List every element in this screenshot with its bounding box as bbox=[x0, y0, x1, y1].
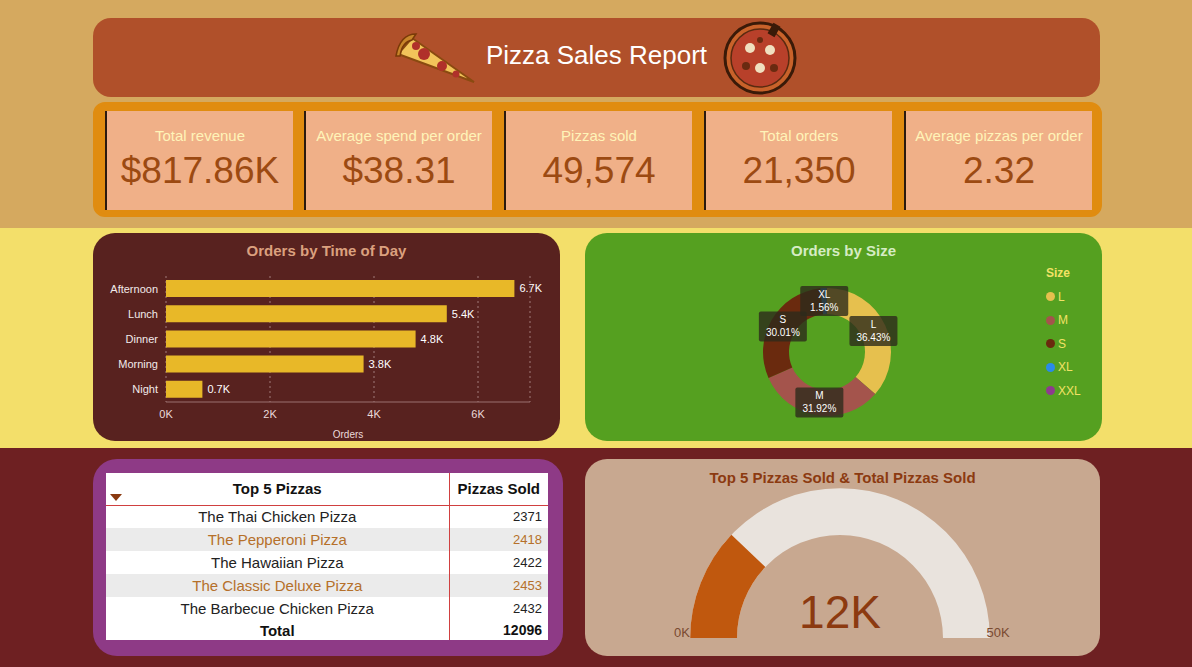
svg-text:30.01%: 30.01% bbox=[766, 327, 800, 338]
html-text:49,574: 49,574 bbox=[542, 150, 656, 191]
html-text:2371: 2371 bbox=[513, 509, 542, 525]
html-text:L: L bbox=[1058, 289, 1065, 304]
html-text:The Hawaiian Pizza: The Hawaiian Pizza bbox=[211, 554, 344, 571]
html-text:2.32: 2.32 bbox=[963, 150, 1035, 191]
html-text:2432: 2432 bbox=[513, 601, 542, 616]
svg-text:36.43%: 36.43% bbox=[856, 332, 890, 343]
html-text:Average spend per order: Average spend per order bbox=[316, 127, 482, 144]
svg-text:Afternoon: Afternoon bbox=[110, 283, 158, 295]
html-text:The Classic Deluxe Pizza: The Classic Deluxe Pizza bbox=[192, 577, 363, 594]
html-text:21,350: 21,350 bbox=[742, 150, 856, 191]
html-text:Pizzas Sold: Pizzas Sold bbox=[457, 480, 540, 498]
html-text:The Barbecue Chicken Pizza: The Barbecue Chicken Pizza bbox=[180, 600, 374, 617]
svg-text:0K: 0K bbox=[159, 408, 173, 420]
svg-text:50K: 50K bbox=[986, 625, 1009, 640]
html-text:The Pepperoni Pizza: The Pepperoni Pizza bbox=[207, 531, 347, 548]
html-text:Total orders: Total orders bbox=[759, 127, 839, 144]
html-text:Total revenue: Total revenue bbox=[155, 127, 245, 144]
html-text:2422: 2422 bbox=[513, 555, 542, 570]
html-text:Pizzas sold: Pizzas sold bbox=[561, 127, 637, 144]
svg-text:0.7K: 0.7K bbox=[207, 383, 230, 395]
html-text:Top 5 Pizzas: Top 5 Pizzas bbox=[232, 480, 322, 498]
html-text:12096: 12096 bbox=[503, 622, 542, 638]
html-text:Orders by Time of Day: Orders by Time of Day bbox=[246, 242, 407, 259]
svg-text:3.8K: 3.8K bbox=[369, 358, 392, 370]
svg-text:6K: 6K bbox=[471, 408, 485, 420]
html-text:2453: 2453 bbox=[513, 578, 542, 593]
svg-text:12K: 12K bbox=[799, 586, 881, 638]
html-text:M: M bbox=[1058, 313, 1068, 328]
svg-text:Night: Night bbox=[132, 383, 158, 395]
html-text:The Thai Chicken Pizza: The Thai Chicken Pizza bbox=[198, 508, 357, 526]
svg-text:XL: XL bbox=[818, 289, 831, 300]
svg-text:L: L bbox=[871, 319, 877, 330]
html-text:Orders by Size: Orders by Size bbox=[791, 242, 896, 259]
svg-text:S: S bbox=[780, 314, 787, 325]
html-text:Total: Total bbox=[259, 621, 295, 639]
html-text:Average pizzas per order: Average pizzas per order bbox=[915, 127, 1083, 144]
svg-text:5.4K: 5.4K bbox=[452, 308, 475, 320]
html-text:Pizza Sales Report: Pizza Sales Report bbox=[485, 40, 707, 70]
html-text:XXL: XXL bbox=[1058, 383, 1081, 398]
html-text:Size: Size bbox=[1046, 266, 1070, 280]
html-text:Top 5 Pizzas Sold & Total Pizz: Top 5 Pizzas Sold & Total Pizzas Sold bbox=[709, 469, 976, 486]
svg-text:4K: 4K bbox=[367, 408, 381, 420]
html-text:$817.86K: $817.86K bbox=[120, 150, 280, 191]
svg-text:Morning: Morning bbox=[118, 358, 158, 370]
svg-text:4.8K: 4.8K bbox=[421, 333, 444, 345]
svg-text:Dinner: Dinner bbox=[126, 333, 159, 345]
svg-text:6.7K: 6.7K bbox=[519, 282, 542, 294]
html-text:S: S bbox=[1058, 336, 1066, 351]
svg-text:Orders: Orders bbox=[333, 429, 364, 440]
svg-text:31.92%: 31.92% bbox=[802, 403, 836, 414]
html-text:2418: 2418 bbox=[513, 532, 542, 547]
svg-text:1.56%: 1.56% bbox=[810, 302, 838, 313]
html-text:XL: XL bbox=[1058, 360, 1073, 375]
svg-text:2K: 2K bbox=[263, 408, 277, 420]
svg-text:0K: 0K bbox=[674, 625, 690, 640]
svg-text:M: M bbox=[815, 390, 823, 401]
html-text:$38.31: $38.31 bbox=[342, 150, 456, 191]
svg-text:Lunch: Lunch bbox=[128, 308, 158, 320]
